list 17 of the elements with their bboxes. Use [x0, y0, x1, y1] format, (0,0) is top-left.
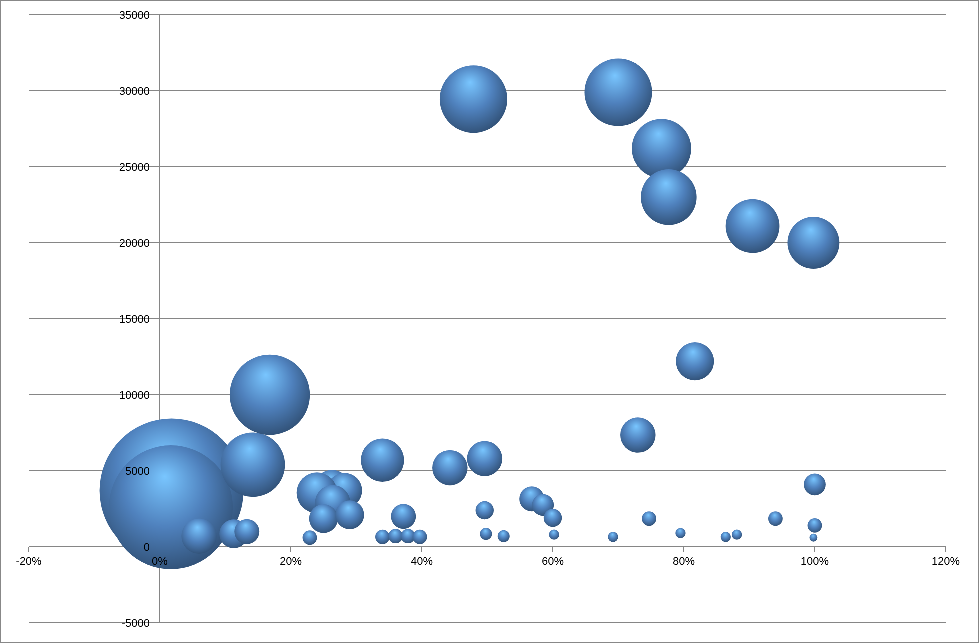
x-tick-label: -20% — [16, 556, 42, 568]
y-tick-label: -5000 — [122, 618, 150, 630]
x-tick-label: 20% — [280, 556, 302, 568]
y-tick-label: 15000 — [119, 314, 150, 326]
y-tick-label: 30000 — [119, 86, 150, 98]
y-tick-label: 5000 — [126, 466, 150, 478]
x-tick-label: 80% — [672, 556, 696, 568]
x-tick-label: 0% — [152, 556, 168, 568]
y-tick-label: 20000 — [119, 238, 150, 250]
y-tick-label: 0 — [144, 542, 150, 554]
y-tick-label: 35000 — [119, 10, 150, 22]
x-tick-label: 100% — [800, 556, 830, 568]
x-tick-label: 60% — [542, 556, 564, 568]
y-tick-label: 25000 — [119, 162, 150, 174]
y-tick-label: 10000 — [119, 390, 150, 402]
x-tick-label: 120% — [932, 556, 960, 568]
x-tick-label: 40% — [410, 556, 434, 568]
